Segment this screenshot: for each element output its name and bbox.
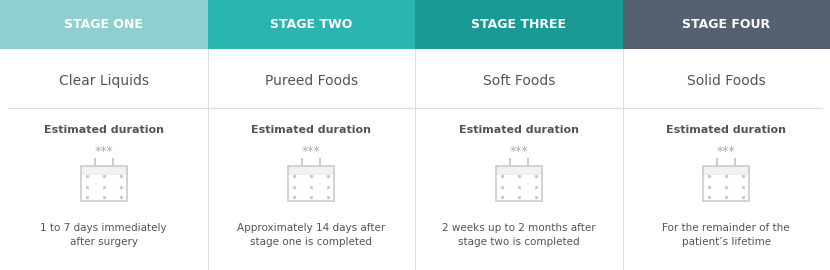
Text: 1 to 7 days immediately
after surgery: 1 to 7 days immediately after surgery xyxy=(41,223,167,247)
FancyBboxPatch shape xyxy=(496,166,542,174)
Text: ***: *** xyxy=(510,145,528,158)
Text: Estimated duration: Estimated duration xyxy=(666,124,786,135)
FancyBboxPatch shape xyxy=(208,0,415,49)
Text: STAGE TWO: STAGE TWO xyxy=(270,18,353,31)
Text: Soft Foods: Soft Foods xyxy=(482,74,555,88)
Text: ***: *** xyxy=(302,145,320,158)
Text: ***: *** xyxy=(95,145,113,158)
Text: Solid Foods: Solid Foods xyxy=(687,74,765,88)
Text: STAGE ONE: STAGE ONE xyxy=(64,18,144,31)
Text: Clear Liquids: Clear Liquids xyxy=(59,74,149,88)
Text: STAGE THREE: STAGE THREE xyxy=(471,18,566,31)
FancyBboxPatch shape xyxy=(415,0,622,49)
FancyBboxPatch shape xyxy=(622,0,830,49)
FancyBboxPatch shape xyxy=(0,0,208,49)
Text: Approximately 14 days after
stage one is completed: Approximately 14 days after stage one is… xyxy=(237,223,385,247)
Text: For the remainder of the
patient’s lifetime: For the remainder of the patient’s lifet… xyxy=(662,223,790,247)
FancyBboxPatch shape xyxy=(704,166,749,174)
FancyBboxPatch shape xyxy=(289,166,334,174)
Text: Estimated duration: Estimated duration xyxy=(251,124,371,135)
Text: 2 weeks up to 2 months after
stage two is completed: 2 weeks up to 2 months after stage two i… xyxy=(442,223,596,247)
Text: Estimated duration: Estimated duration xyxy=(459,124,579,135)
Text: Pureed Foods: Pureed Foods xyxy=(265,74,358,88)
FancyBboxPatch shape xyxy=(81,166,126,174)
Text: ***: *** xyxy=(717,145,735,158)
Text: Estimated duration: Estimated duration xyxy=(44,124,164,135)
Text: STAGE FOUR: STAGE FOUR xyxy=(682,18,770,31)
